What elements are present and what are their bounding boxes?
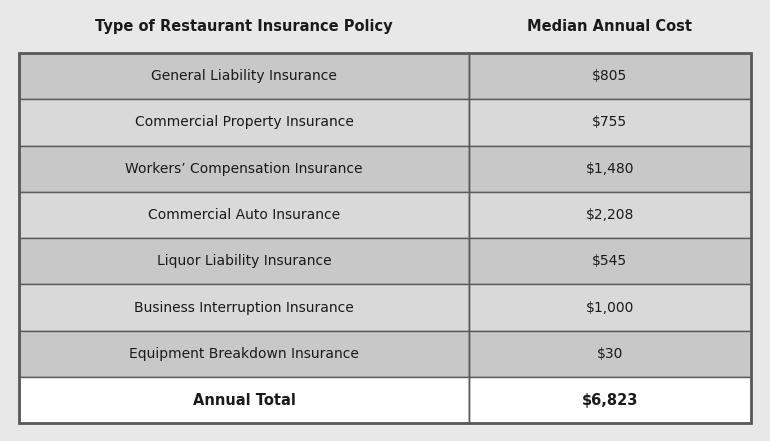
Bar [469, 331, 751, 377]
Text: Liquor Liability Insurance: Liquor Liability Insurance [157, 254, 332, 268]
Text: $1,480: $1,480 [586, 162, 634, 176]
Bar [19, 377, 469, 423]
Bar [469, 53, 751, 99]
Text: General Liability Insurance: General Liability Insurance [151, 69, 337, 83]
Bar [469, 146, 751, 192]
Text: Commercial Property Insurance: Commercial Property Insurance [135, 116, 353, 129]
Bar [469, 192, 751, 238]
Bar [469, 99, 751, 146]
Bar [469, 238, 751, 284]
Text: $30: $30 [597, 347, 623, 361]
Text: Median Annual Cost: Median Annual Cost [527, 19, 692, 34]
Text: $805: $805 [592, 69, 628, 83]
Text: Annual Total: Annual Total [192, 392, 296, 408]
Bar [19, 192, 469, 238]
Text: Commercial Auto Insurance: Commercial Auto Insurance [148, 208, 340, 222]
Text: $755: $755 [592, 116, 628, 129]
Bar [19, 53, 469, 99]
Text: $545: $545 [592, 254, 628, 268]
Bar [19, 238, 469, 284]
Bar [19, 146, 469, 192]
Text: $1,000: $1,000 [586, 301, 634, 314]
Bar [469, 284, 751, 331]
Text: Workers’ Compensation Insurance: Workers’ Compensation Insurance [126, 162, 363, 176]
Bar [19, 284, 469, 331]
Text: Business Interruption Insurance: Business Interruption Insurance [134, 301, 354, 314]
Bar [469, 377, 751, 423]
Text: Type of Restaurant Insurance Policy: Type of Restaurant Insurance Policy [95, 19, 393, 34]
Bar [19, 99, 469, 146]
Text: $2,208: $2,208 [586, 208, 634, 222]
Bar [19, 53, 751, 423]
Text: Equipment Breakdown Insurance: Equipment Breakdown Insurance [129, 347, 359, 361]
Bar [19, 331, 469, 377]
Text: $6,823: $6,823 [582, 392, 638, 408]
